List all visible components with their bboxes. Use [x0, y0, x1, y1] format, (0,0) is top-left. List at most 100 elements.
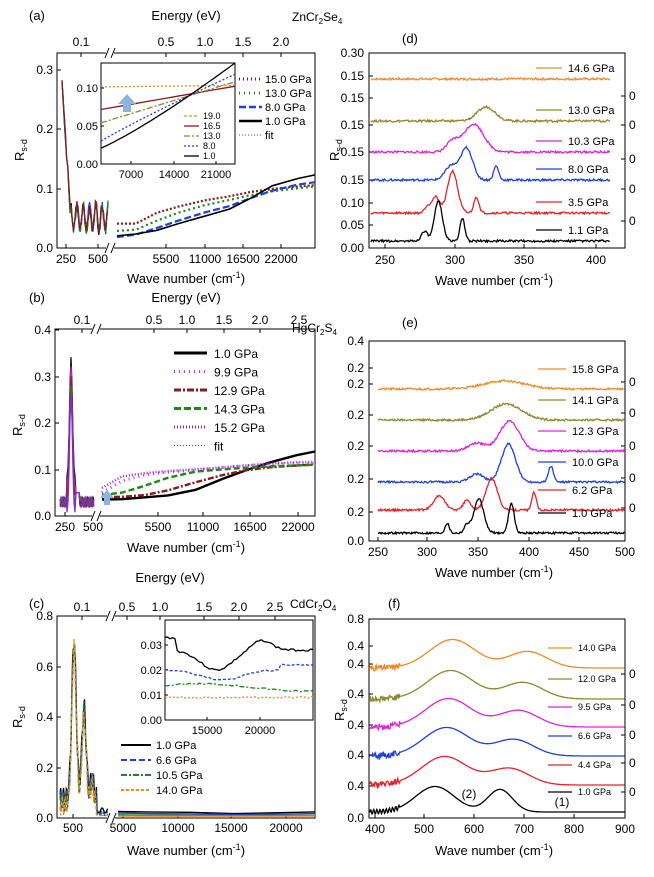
panel-a-inset-legend-label: 19.0 — [203, 111, 221, 121]
panel-c-x-tick: 20000 — [269, 821, 303, 835]
panel-c-inset-curve-1 — [164, 663, 314, 681]
panel-a-energy-tick: 1.5 — [235, 35, 252, 49]
panel-b-frame — [54, 328, 316, 517]
panel-c-x-tick: 10000 — [161, 821, 195, 835]
panel-e-curve-1 — [377, 402, 625, 423]
panel-a-inset-x-tick: 14000 — [159, 169, 190, 181]
panel-a-series-150GPa — [117, 184, 316, 225]
panel-d-x-tick: 300 — [445, 253, 465, 267]
panel-a-x-tick: 11000 — [189, 252, 222, 266]
panel-c-inset-y-tick: 0.03 — [141, 640, 162, 652]
panel-a-break-top-gap — [106, 48, 114, 58]
panel-c-xlabel: Wave number (cm-1) — [127, 842, 245, 858]
panel-f-y-tick: 0.4 — [347, 748, 364, 762]
panel-d-offset-tick: 0 — [629, 118, 636, 132]
panel-f-x-tick: 400 — [365, 822, 385, 836]
panel-c-phonon-0 — [59, 648, 109, 814]
panel-f-offset-tick: 0 — [629, 785, 636, 799]
panel-e-x-tick: 250 — [368, 545, 388, 559]
panel-f-curve-3 — [369, 726, 625, 761]
panel-d-curve-4 — [370, 168, 611, 216]
panel-a-legend-label: 8.0 GPa — [265, 102, 306, 114]
panel-e-x-tick: 450 — [569, 545, 589, 559]
panel-a-inset-y-tick: 0.00 — [77, 159, 98, 171]
panel-e-curve-label: 6.2 GPa — [572, 485, 613, 497]
panel-a-series-130GPa — [116, 185, 316, 232]
panel-e-y-tick: 0.4 — [347, 334, 364, 348]
panel-a-break-top-a — [104, 47, 110, 59]
panel-e-y-tick: 0.2 — [347, 408, 364, 422]
panel-d-curve-0 — [370, 76, 611, 82]
panel-c-tag: (c) — [29, 596, 44, 611]
panel-a-x-tick: 16500 — [226, 252, 260, 266]
panel-b-ylabel: Rs-d — [10, 414, 27, 436]
panel-f-curve-label: 12.0 GPa — [578, 674, 616, 684]
panel-c-break-top-gap — [107, 611, 115, 621]
panel-b-x-tick: 16500 — [233, 520, 267, 534]
panel-c-energy-tick: 2.5 — [267, 600, 284, 614]
panel-c-inset-frame — [164, 619, 314, 721]
panel-d-x-tick: 250 — [375, 253, 395, 267]
panel-a-energy-tick: 2.0 — [273, 35, 290, 49]
panel-c-series-10GPa — [117, 810, 316, 815]
panel-f-x-tick: 900 — [615, 822, 635, 836]
panel-d-x-tick: 350 — [514, 253, 534, 267]
panel-a-y-tick: 0.3 — [36, 63, 53, 77]
panel-c-legend-label: 10.5 GPa — [156, 770, 203, 782]
panel-f-curve-2 — [369, 697, 625, 733]
panel-f-ylabel: Rs-d — [332, 699, 349, 721]
panel-a-inset-legend-label: 8.0 — [203, 141, 216, 151]
panel-f-curve-5 — [368, 785, 625, 816]
panel-f-y-tick: 0.4 — [347, 657, 364, 671]
panel-d-curve-1 — [370, 104, 611, 124]
panel-a-inset-x-tick: 7000 — [119, 169, 143, 181]
panel-b-y-tick: 0.0 — [34, 509, 51, 523]
panel-e-y-tick: 0.2 — [347, 377, 364, 391]
panel-a-inset-y-tick: 0.10 — [77, 83, 98, 95]
panel-f-offset-tick: 0 — [629, 728, 636, 742]
panel-b-energy-tick: 1.0 — [179, 313, 196, 327]
panel-e-y-tick: 0.2 — [347, 439, 364, 453]
panel-b-break-top-a — [90, 323, 96, 335]
panel-a-tag: (a) — [29, 8, 45, 23]
panel-a-inset-curve-3 — [100, 73, 236, 142]
panel-d-curve-label: 8.0 GPa — [568, 164, 609, 176]
panel-e-x-tick: 350 — [468, 545, 488, 559]
panel-d-offset-tick: 0 — [629, 214, 636, 228]
panel-b-compound: HgCr2S4 — [292, 321, 337, 337]
panel-b-energy-tick: 0.1 — [74, 313, 91, 327]
panel-f-y-tick: 0.4 — [347, 779, 364, 793]
panel-e-curve-2 — [377, 419, 626, 454]
panel-d-tag: (d) — [402, 31, 418, 46]
panel-f-x-tick: 700 — [514, 822, 534, 836]
panel-c-energy-tick: 0.5 — [119, 600, 136, 614]
panel-e-curve-label: 14.1 GPa — [572, 395, 619, 407]
panel-b-energy-tick: 1.5 — [216, 313, 233, 327]
panel-d-y-tick: 0.15 — [341, 145, 365, 159]
panel-c-phonon-3 — [59, 638, 108, 817]
panel-d-curve-label: 14.6 GPa — [568, 63, 615, 75]
panel-b-x-tick: 250 — [55, 520, 75, 534]
panel-e-curve-label: 12.3 GPa — [572, 426, 619, 438]
panel-b-energy-label: Energy (eV) — [151, 290, 220, 305]
panel-a-xlabel: Wave number (cm-1) — [127, 270, 245, 286]
panel-d-curve-2 — [370, 122, 611, 155]
panel-e-curve-label: 15.8 GPa — [572, 364, 619, 376]
panel-d-frame — [368, 52, 626, 249]
panel-e-curve-3 — [377, 442, 626, 485]
panel-b-break-bottom-b — [96, 510, 102, 522]
panel-b-legend-label: 14.3 GPa — [214, 403, 265, 417]
panel-f-y-tick: 0.4 — [347, 687, 364, 701]
panel-e-xlabel: Wave number (cm-1) — [435, 564, 553, 580]
panel-c-inset-curve-2 — [164, 682, 314, 693]
panel-f-curve-label: 14.0 GPa — [578, 643, 616, 653]
panel-e-offset-tick: 0 — [629, 471, 636, 485]
panel-e-y-tick: 0.0 — [347, 534, 364, 548]
panel-f-curve-1 — [368, 669, 625, 704]
panel-d-y-tick: 0.15 — [341, 91, 365, 105]
panel-d-curve-3 — [370, 145, 611, 183]
panel-e-curve-label: 1.0 GPa — [572, 508, 613, 520]
panel-c-y-tick: 0.4 — [36, 710, 53, 724]
panel-d-curve-label: 13.0 GPa — [568, 105, 615, 117]
panel-c-energy-label: Energy (eV) — [135, 570, 204, 585]
